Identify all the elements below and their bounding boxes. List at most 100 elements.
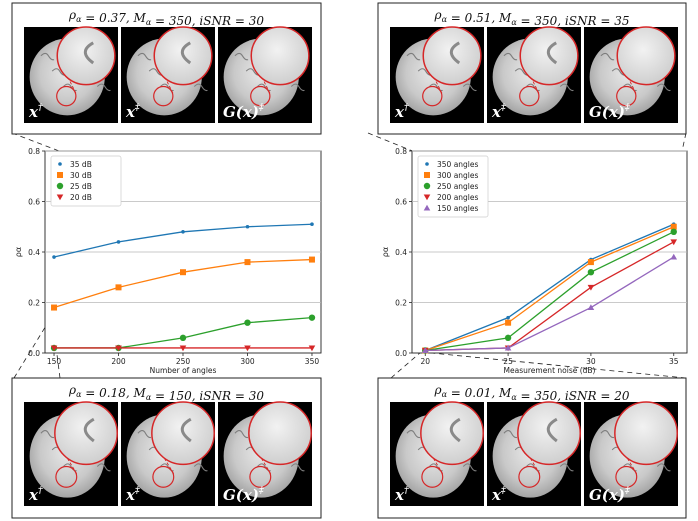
brain-fold — [40, 430, 55, 439]
title-text: ρ — [68, 8, 76, 22]
legend-marker — [58, 162, 62, 166]
brain-fold — [462, 463, 477, 472]
y-axis-label: ρα — [14, 247, 23, 257]
x-tick-label: 150 — [47, 357, 62, 366]
brain-image: G(x)‡ — [584, 26, 678, 123]
brain-fold — [503, 52, 518, 61]
brain-fold — [406, 52, 421, 61]
title-subscript: α — [146, 393, 152, 402]
roi-connector — [260, 457, 272, 474]
data-point — [179, 334, 187, 342]
brain-image: x† — [24, 26, 118, 123]
zoom-detail — [180, 41, 192, 65]
brain-fold — [503, 430, 518, 439]
title-subscript: α — [76, 390, 82, 399]
roi-connector — [432, 457, 444, 474]
zoom-detail — [449, 417, 461, 443]
data-point — [505, 319, 512, 326]
data-point — [50, 345, 58, 352]
data-point — [308, 314, 316, 321]
zoom-detail — [449, 41, 461, 65]
legend-label: 300 angles — [437, 171, 479, 180]
brain-image: x‡ — [487, 401, 581, 506]
brain-fold — [559, 83, 574, 92]
data-point — [244, 259, 251, 266]
data-point — [115, 345, 122, 352]
zoom-detail — [83, 41, 95, 65]
roi-circle — [152, 465, 175, 488]
roi-circle — [615, 465, 638, 488]
roi-circle — [153, 85, 174, 107]
data-point — [587, 284, 595, 291]
brain-fold — [137, 52, 152, 61]
image-label-superscript: † — [404, 103, 409, 113]
roi-circle — [249, 465, 272, 488]
title-subscript: α — [511, 393, 517, 402]
data-point — [504, 344, 512, 351]
roi-circle — [421, 465, 444, 488]
brain-image: G(x)‡ — [584, 401, 678, 506]
brain-image: x† — [390, 26, 484, 123]
image-label-superscript: ‡ — [624, 103, 630, 113]
data-point — [308, 345, 316, 352]
y-tick-label: 0.0 — [28, 349, 40, 358]
roi-connector — [262, 78, 271, 94]
brain-image: x† — [24, 401, 118, 506]
brain-image: x‡ — [121, 26, 215, 123]
legend-marker — [423, 204, 431, 211]
legend-marker — [423, 194, 431, 201]
brain-image: G(x)‡ — [218, 26, 312, 123]
title-text: = 0.37, M — [81, 11, 146, 25]
data-point — [670, 253, 678, 260]
y-tick-label: 0.2 — [395, 299, 407, 308]
inset-title: ρα = 0.18, Mα = 150, iSNR = 30 — [68, 383, 264, 403]
x-tick-label: 25 — [503, 357, 513, 366]
series-line — [425, 223, 675, 352]
x-tick-label: 20 — [420, 357, 430, 366]
y-tick-label: 0.8 — [395, 147, 407, 156]
data-point — [670, 228, 677, 235]
image-label-superscript: ‡ — [134, 486, 140, 496]
zoom-detail — [546, 417, 558, 443]
title-subscript: α — [511, 18, 517, 27]
roi-circle — [616, 85, 637, 107]
y-tick-label: 0.6 — [395, 198, 407, 207]
legend-label: 25 dB — [70, 182, 92, 191]
x-tick-label: 200 — [111, 357, 126, 366]
series-line — [425, 256, 675, 352]
roi-connector — [531, 78, 540, 94]
image-label-superscript: ‡ — [134, 103, 140, 113]
title-text: = 350, iSNR = 30 — [151, 14, 264, 28]
inset-title: ρα = 0.37, Mα = 350, iSNR = 30 — [68, 8, 264, 28]
title-text: = 0.01, M — [447, 386, 512, 400]
legend-label: 250 angles — [437, 182, 479, 191]
title-text: ρ — [434, 8, 442, 22]
roi-connector — [626, 457, 638, 474]
brain-fold — [40, 52, 55, 61]
data-point — [244, 345, 251, 352]
brain-image: x† — [390, 401, 484, 506]
brain-image: x‡ — [487, 26, 581, 123]
data-point — [180, 269, 186, 276]
x-tick-label: 30 — [586, 357, 596, 366]
y-tick-label: 0.4 — [395, 248, 407, 257]
image-label-superscript: † — [38, 486, 43, 496]
data-point — [670, 223, 677, 230]
y-axis-label: ρα — [381, 247, 390, 257]
legend-box — [50, 155, 122, 207]
brain-fold — [234, 430, 249, 439]
brain-fold — [600, 430, 615, 439]
data-point — [52, 255, 56, 259]
data-point — [587, 269, 595, 276]
x-tick-label: 300 — [240, 357, 255, 366]
legend-marker — [56, 194, 64, 201]
roi-circle — [55, 465, 78, 488]
title-text: = 350, iSNR = 20 — [517, 389, 630, 403]
image-label-superscript: † — [38, 103, 43, 113]
image-label-superscript: † — [404, 486, 409, 496]
image-label-superscript: ‡ — [500, 103, 506, 113]
y-tick-label: 0.4 — [28, 248, 40, 257]
legend-marker — [57, 172, 63, 178]
brain-fold — [559, 463, 574, 472]
roi-connector — [165, 78, 174, 94]
